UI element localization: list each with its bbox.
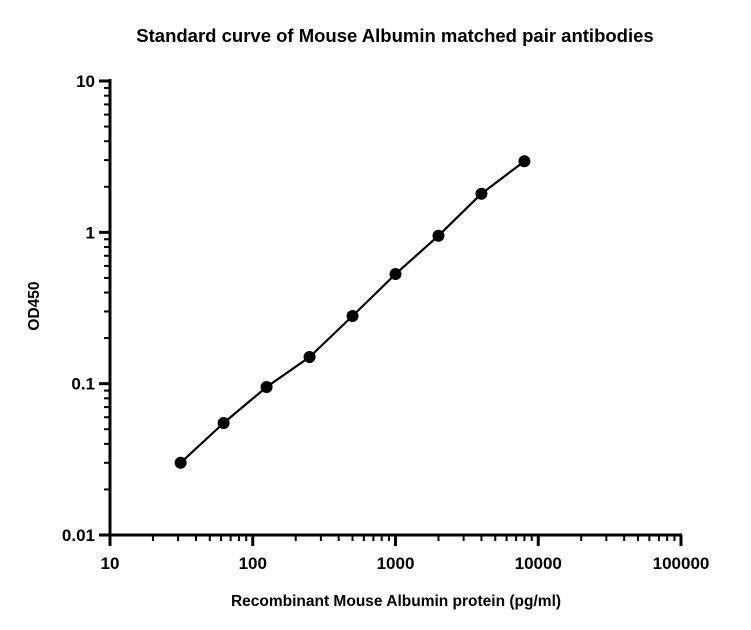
y-axis-label: OD450 <box>26 281 43 330</box>
plot-area <box>174 155 531 469</box>
x-tick-label: 1000 <box>377 554 415 573</box>
data-point <box>475 187 488 200</box>
axes: 10 100 1000 10000 100000 0.01 0.1 1 10 <box>62 72 709 573</box>
data-point <box>174 456 187 469</box>
y-tick-label: 0.01 <box>62 526 95 545</box>
data-point <box>217 416 230 429</box>
chart-title: Standard curve of Mouse Albumin matched … <box>136 25 653 46</box>
data-point <box>346 309 359 322</box>
y-tick-label: 10 <box>76 72 95 91</box>
data-point <box>260 381 273 394</box>
x-tick-label: 10000 <box>515 554 562 573</box>
data-point <box>432 229 445 242</box>
y-tick-label: 0.1 <box>71 375 95 394</box>
x-axis-label: Recombinant Mouse Albumin protein (pg/ml… <box>231 593 561 610</box>
x-tick-label: 100 <box>239 554 267 573</box>
data-point <box>389 268 402 281</box>
data-point <box>518 155 531 168</box>
x-tick-label: 10 <box>101 554 120 573</box>
x-tick-label: 100000 <box>653 554 710 573</box>
y-tick-label: 1 <box>86 223 95 242</box>
data-point <box>303 351 316 364</box>
